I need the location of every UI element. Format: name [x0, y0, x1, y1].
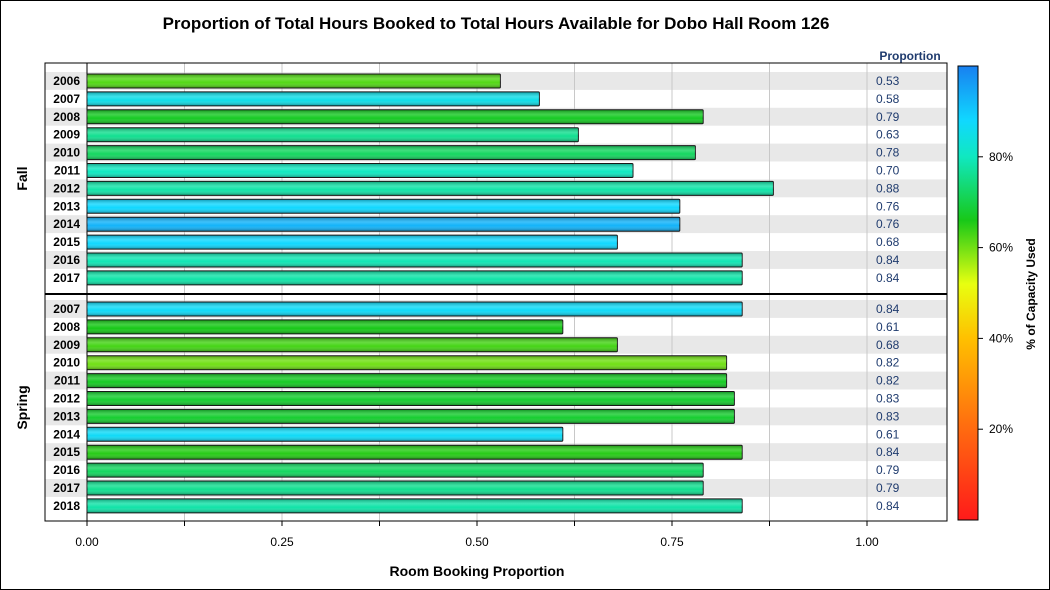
- year-label: 2017: [53, 481, 80, 495]
- bar-shading: [87, 337, 618, 352]
- year-label: 2012: [53, 392, 80, 406]
- year-label: 2009: [53, 338, 80, 352]
- value-label: 0.88: [876, 181, 900, 195]
- year-labels: 2006 2007 2008 2009 2010 2011 2012 2013 2014 2015…: [53, 74, 80, 513]
- bar-shading: [87, 270, 743, 285]
- value-label: 0.84: [876, 253, 900, 267]
- group-label: Spring: [14, 385, 30, 429]
- year-label: 2007: [53, 302, 80, 316]
- year-label: 2011: [54, 164, 80, 178]
- bar-shading: [87, 481, 704, 495]
- year-label: 2006: [53, 74, 80, 88]
- bar-shading: [87, 391, 735, 406]
- value-label: 0.63: [876, 128, 900, 142]
- bar-shading: [87, 91, 540, 106]
- value-label: 0.79: [876, 463, 900, 477]
- bar-shading: [87, 163, 633, 178]
- value-label: 0.84: [876, 271, 900, 285]
- value-label: 0.76: [876, 199, 900, 213]
- panel-frames: [44, 62, 948, 522]
- value-label: 0.82: [876, 356, 900, 370]
- color-tick-label: 60%: [989, 241, 1013, 255]
- year-label: 2010: [53, 146, 80, 160]
- bars-layer: [86, 73, 774, 514]
- year-label: 2015: [53, 235, 80, 249]
- value-label: 0.70: [876, 164, 900, 178]
- x-tick-label: 0.75: [660, 535, 684, 549]
- value-label: 0.68: [876, 235, 900, 249]
- bar-shading: [87, 463, 704, 478]
- bar-shading: [87, 127, 579, 142]
- year-label: 2008: [53, 320, 80, 334]
- bar-shading: [87, 235, 618, 250]
- color-tick-label: 40%: [989, 331, 1013, 345]
- value-label: 0.79: [876, 481, 900, 495]
- value-label: 0.84: [876, 445, 900, 459]
- year-label: 2009: [53, 128, 80, 142]
- bar-shading: [87, 109, 704, 124]
- year-label: 2016: [53, 463, 80, 477]
- year-label: 2008: [53, 110, 80, 124]
- bar-shading: [87, 181, 774, 196]
- year-label: 2016: [53, 253, 80, 267]
- bar-shading: [87, 445, 743, 460]
- value-label: 0.61: [876, 320, 900, 334]
- bar-shading: [87, 217, 680, 232]
- year-label: 2013: [53, 409, 80, 423]
- value-label: 0.79: [876, 110, 900, 124]
- bar-shading: [87, 145, 696, 160]
- year-label: 2010: [53, 356, 80, 370]
- color-legend: 20% 40% 60% 80%: [957, 65, 1013, 521]
- color-tick-label: 20%: [989, 422, 1013, 436]
- group-labels: Fall Spring: [14, 166, 30, 429]
- bar-shading: [87, 302, 743, 316]
- value-label: 0.83: [876, 392, 900, 406]
- value-label: 0.84: [876, 302, 900, 316]
- value-column-header: Proportion: [879, 49, 940, 63]
- color-tick-label: 80%: [989, 150, 1013, 164]
- value-label: 0.83: [876, 409, 900, 423]
- year-label: 2012: [53, 181, 80, 195]
- bar-shading: [87, 319, 563, 334]
- value-label: 0.53: [876, 74, 900, 88]
- value-label: 0.68: [876, 338, 900, 352]
- year-label: 2013: [53, 199, 80, 213]
- x-tick-label: 0.00: [75, 535, 99, 549]
- bar-shading: [87, 373, 727, 388]
- x-tick-label: 0.50: [465, 535, 489, 549]
- value-label: 0.78: [876, 146, 900, 160]
- x-axis: 0.00 0.25 0.50 0.75 1.00: [75, 521, 879, 549]
- bar-shading: [87, 409, 735, 424]
- group-label: Fall: [14, 166, 30, 190]
- year-label: 2014: [53, 427, 80, 441]
- color-ramp: [957, 65, 979, 521]
- year-label: 2018: [53, 499, 80, 513]
- bar-shading: [87, 253, 743, 267]
- value-labels: 0.53 0.58 0.79 0.63 0.78 0.70 0.88 0.76 0.76 0.68…: [876, 74, 900, 513]
- x-tick-label: 1.00: [855, 535, 879, 549]
- color-legend-label: % of Capacity Used: [1024, 238, 1038, 349]
- value-label: 0.82: [876, 374, 900, 388]
- year-label: 2011: [54, 374, 80, 388]
- x-tick-label: 0.25: [270, 535, 294, 549]
- year-label: 2007: [53, 92, 80, 106]
- value-label: 0.58: [876, 92, 900, 106]
- x-axis-label: Room Booking Proportion: [390, 563, 565, 579]
- value-label: 0.76: [876, 217, 900, 231]
- bar-shading: [87, 199, 680, 214]
- bar-shading: [87, 427, 563, 442]
- year-label: 2017: [53, 271, 80, 285]
- bar-shading: [87, 355, 727, 370]
- chart-title: Proportion of Total Hours Booked to Tota…: [163, 14, 830, 33]
- value-label: 0.61: [876, 427, 900, 441]
- bar-shading: [87, 74, 501, 88]
- year-label: 2015: [53, 445, 80, 459]
- year-label: 2014: [53, 217, 80, 231]
- bar-shading: [87, 498, 743, 513]
- value-label: 0.84: [876, 499, 900, 513]
